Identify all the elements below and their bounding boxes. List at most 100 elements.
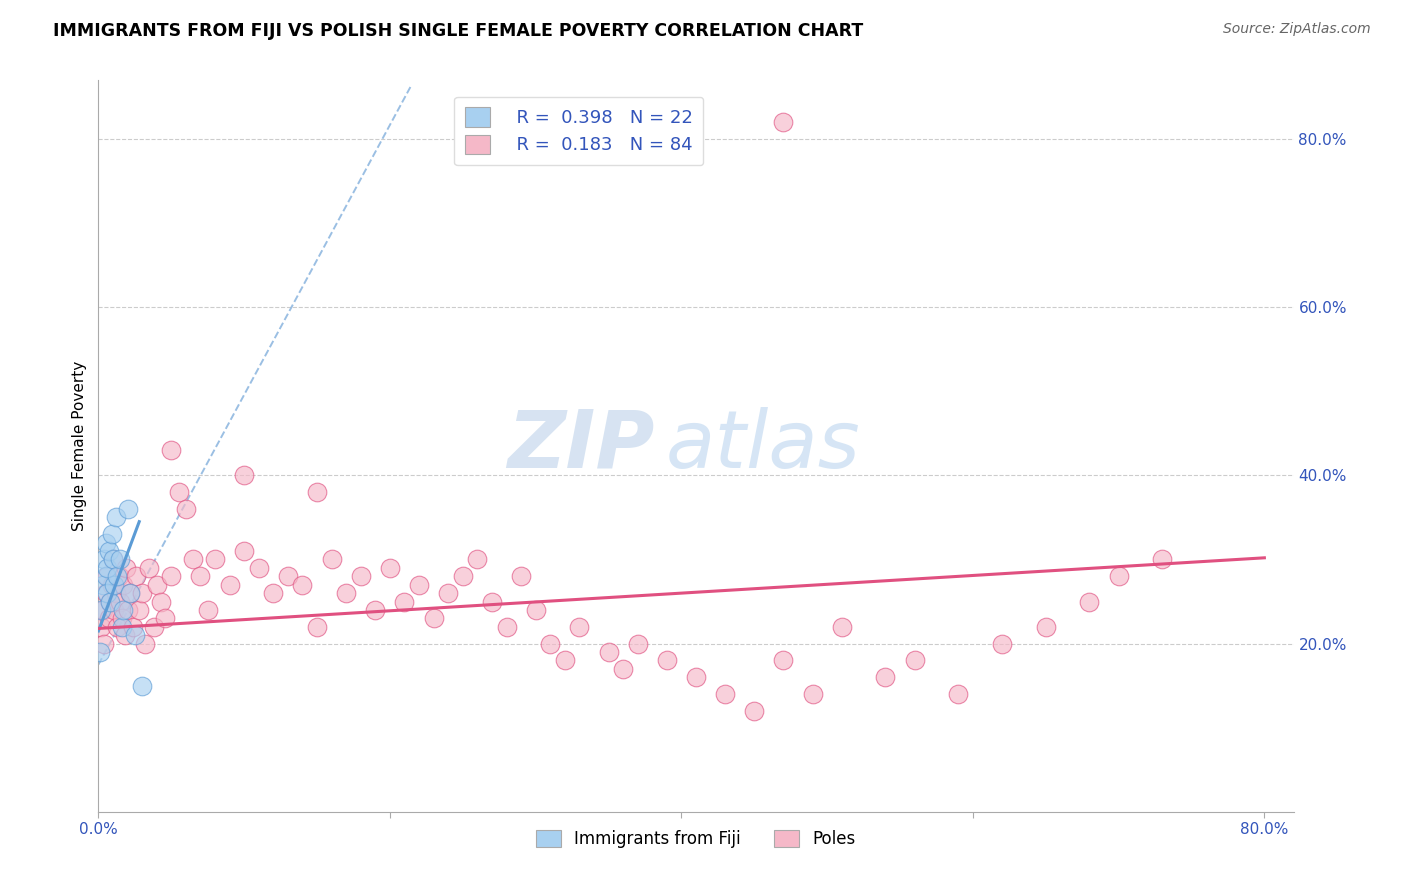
Point (1152, 552, 1174, 566)
Point (903, 653, 925, 667)
Point (122, 620, 145, 634)
Point (105, 620, 128, 634)
Text: IMMIGRANTS FROM FIJI VS POLISH SINGLE FEMALE POVERTY CORRELATION CHART: IMMIGRANTS FROM FIJI VS POLISH SINGLE FE… (53, 22, 863, 40)
Point (100, 578, 122, 592)
Point (742, 704, 765, 718)
Point (991, 636, 1014, 650)
Point (117, 502, 139, 516)
Point (125, 569, 148, 583)
Point (115, 561, 138, 575)
Point (94, 586, 117, 600)
Point (138, 561, 160, 575)
Point (104, 510, 127, 524)
Point (190, 569, 212, 583)
Point (111, 620, 134, 634)
Point (97, 544, 120, 558)
Point (90, 620, 112, 634)
Point (364, 603, 387, 617)
Point (97, 611, 120, 625)
Point (598, 645, 620, 659)
Point (91, 578, 114, 592)
Point (89, 645, 111, 659)
Text: atlas: atlas (666, 407, 860, 485)
Point (110, 552, 132, 566)
Point (481, 594, 503, 608)
Point (772, 115, 794, 129)
Point (96, 569, 118, 583)
Point (394, 594, 416, 608)
Point (772, 653, 794, 667)
Point (233, 468, 256, 483)
Point (378, 561, 401, 575)
Point (94, 535, 117, 549)
Point (117, 603, 139, 617)
Point (524, 603, 547, 617)
Point (90, 603, 112, 617)
Point (554, 653, 576, 667)
Point (160, 569, 183, 583)
Point (104, 586, 127, 600)
Point (101, 552, 124, 566)
Point (437, 586, 460, 600)
Point (218, 578, 240, 592)
Point (305, 485, 328, 500)
Point (350, 569, 373, 583)
Y-axis label: Single Female Poverty: Single Female Poverty (72, 361, 87, 531)
Point (93, 552, 115, 566)
Point (612, 662, 634, 676)
Point (110, 594, 132, 608)
Point (335, 586, 357, 600)
Point (204, 552, 226, 566)
Point (101, 552, 124, 566)
Point (100, 527, 122, 541)
Point (142, 620, 165, 634)
Point (655, 653, 678, 667)
Point (451, 569, 474, 583)
Point (98, 594, 121, 608)
Point (120, 586, 142, 600)
Point (197, 603, 219, 617)
Point (145, 578, 167, 592)
Point (1078, 594, 1101, 608)
Point (714, 687, 737, 701)
Point (233, 544, 256, 558)
Point (467, 552, 489, 566)
Point (112, 603, 135, 617)
Point (510, 569, 533, 583)
Point (98, 594, 121, 608)
Point (831, 620, 853, 634)
Point (262, 586, 284, 600)
Point (568, 620, 591, 634)
Point (131, 679, 153, 693)
Point (112, 578, 135, 592)
Point (948, 687, 970, 701)
Point (111, 611, 134, 625)
Point (321, 552, 343, 566)
Point (134, 636, 156, 650)
Point (174, 502, 197, 516)
Point (495, 620, 517, 634)
Point (94, 569, 117, 583)
Point (155, 611, 177, 625)
Point (150, 594, 173, 608)
Text: Source: ZipAtlas.com: Source: ZipAtlas.com (1223, 22, 1371, 37)
Point (801, 687, 824, 701)
Point (93, 636, 115, 650)
Point (875, 670, 897, 684)
Point (120, 586, 142, 600)
Point (96, 586, 118, 600)
Point (128, 603, 150, 617)
Point (103, 578, 125, 592)
Point (160, 443, 183, 458)
Point (305, 620, 328, 634)
Point (131, 586, 153, 600)
Point (1108, 569, 1130, 583)
Text: ZIP: ZIP (506, 407, 654, 485)
Point (181, 552, 204, 566)
Point (685, 670, 707, 684)
Legend: Immigrants from Fiji, Poles: Immigrants from Fiji, Poles (530, 823, 862, 855)
Point (96, 561, 118, 575)
Point (105, 569, 128, 583)
Point (247, 561, 270, 575)
Point (538, 636, 561, 650)
